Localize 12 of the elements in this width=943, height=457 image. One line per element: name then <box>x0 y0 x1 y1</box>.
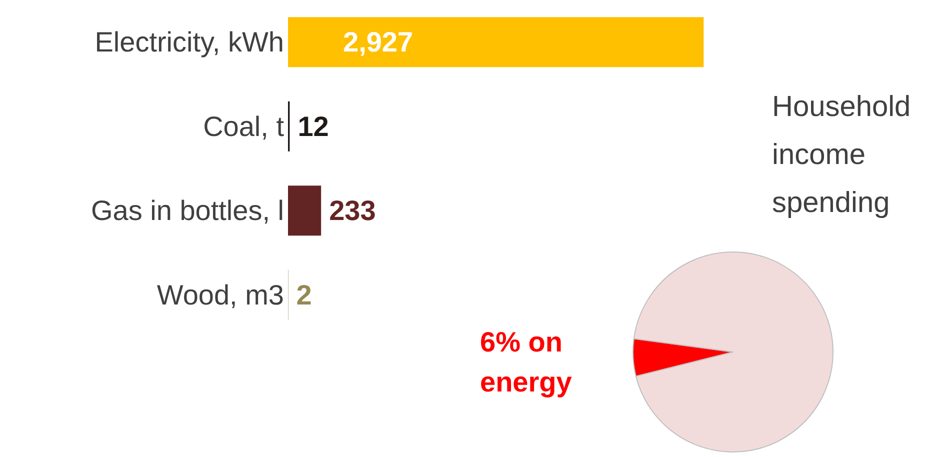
category-label: Coal, t <box>203 110 284 142</box>
bar <box>288 186 322 236</box>
bar <box>288 17 704 68</box>
category-label: Electricity, kWh <box>94 26 284 58</box>
data-label: 233 <box>329 195 376 226</box>
data-label: 2,927 <box>343 26 414 58</box>
category-label: Gas in bottles, l <box>91 195 284 226</box>
chart-title: Household income spending <box>772 91 919 219</box>
data-label: 12 <box>298 110 329 142</box>
annotation: 6% on energy <box>480 326 572 398</box>
data-label: 2 <box>296 279 312 310</box>
category-label: Wood, m3 <box>156 279 284 310</box>
